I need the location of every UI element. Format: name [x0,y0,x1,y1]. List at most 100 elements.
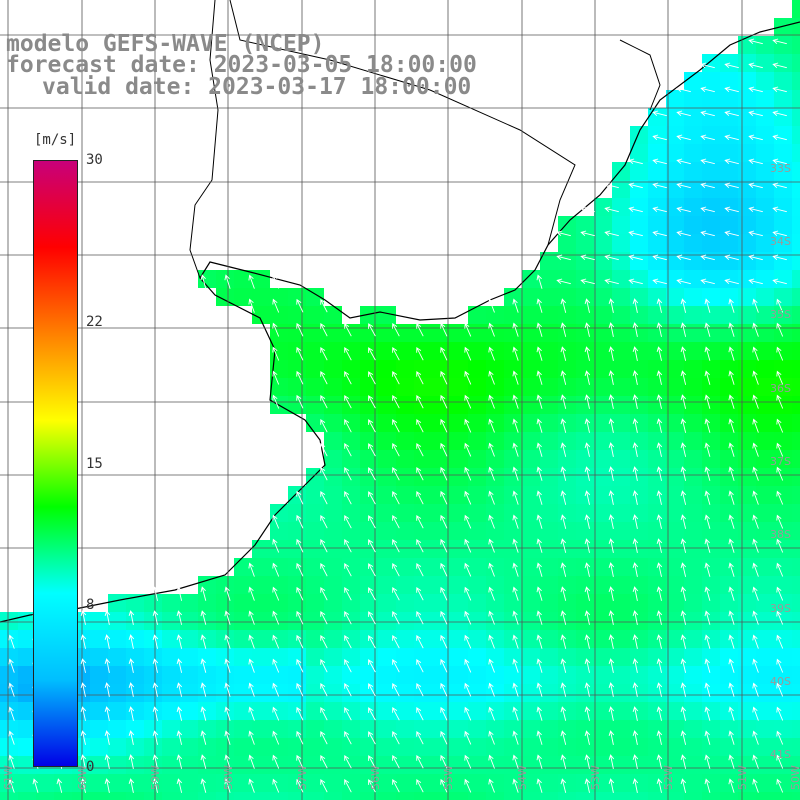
speed-cell [558,630,576,648]
speed-cell [144,612,162,630]
speed-cell [756,774,774,792]
wind-arrow [608,586,615,601]
speed-cell [540,594,558,612]
wind-arrow [772,110,787,117]
speed-cell [630,144,648,162]
wind-arrow [776,562,784,577]
speed-cell [720,216,738,234]
wind-arrow [584,730,591,745]
speed-cell [468,504,486,522]
wind-arrow [416,562,424,577]
wind-arrow [584,346,591,361]
wind-arrow [200,754,207,769]
speed-cell [612,792,630,800]
speed-cell [522,306,540,324]
wind-arrow [464,418,472,433]
speed-cell [594,432,612,450]
speed-cell [792,378,800,396]
wind-arrow [320,538,328,553]
speed-cell [504,684,522,702]
speed-cell [432,540,450,558]
wind-arrow [608,610,615,625]
wind-arrow [80,682,87,697]
speed-cell [306,720,324,738]
wind-arrow [560,586,567,601]
wind-arrow [320,346,328,361]
speed-cell [108,792,126,800]
wind-arrow [728,322,735,337]
speed-cell [342,666,360,684]
wind-arrow [680,466,687,481]
speed-cell [360,324,378,342]
wind-arrow [536,778,543,793]
speed-cell [558,756,576,774]
wind-arrow [652,254,667,261]
speed-cell [270,702,288,720]
wind-arrow [512,634,519,649]
wind-arrow [728,658,735,673]
wind-arrow [440,634,448,649]
wind-arrow [488,370,495,385]
wind-arrow [752,562,759,577]
speed-cell [450,342,468,360]
speed-cell [720,180,738,198]
wind-arrow [296,754,304,769]
speed-cell [396,792,414,800]
wind-arrow [80,634,87,649]
speed-cell [684,522,702,540]
speed-cell [108,684,126,702]
speed-cell [558,342,576,360]
speed-cell [270,792,288,800]
speed-cell [522,576,540,594]
wind-arrow [488,610,495,625]
speed-cell [468,684,486,702]
speed-cell [738,630,756,648]
wind-arrow [200,682,207,697]
speed-cell [594,396,612,414]
wind-arrow [200,274,207,289]
speed-cell [774,54,792,72]
speed-cell [396,774,414,792]
speed-cell [270,522,288,540]
speed-cell [144,594,162,612]
speed-cell [594,558,612,576]
speed-cell [324,684,342,702]
speed-cell [432,324,450,342]
speed-cell [738,504,756,522]
wind-arrow [584,538,591,553]
speed-cell [342,558,360,576]
speed-cell [216,288,234,306]
wind-arrow [632,610,639,625]
wind-arrow [728,562,735,577]
wind-arrow [584,466,591,481]
speed-cell [666,288,684,306]
wind-arrow [200,610,207,625]
speed-cell [450,414,468,432]
speed-cell [576,324,594,342]
speed-cell [288,396,306,414]
speed-cell [360,576,378,594]
wind-arrow [656,538,663,553]
speed-cell [774,126,792,144]
wind-arrow [128,634,135,649]
wind-arrow [652,230,667,237]
speed-cell [594,216,612,234]
wind-arrow [536,586,543,601]
wind-arrow [272,274,280,289]
wind-arrow [584,418,591,433]
speed-cell [594,540,612,558]
speed-cell [702,468,720,486]
speed-cell [162,756,180,774]
speed-cell [558,468,576,486]
speed-cell [540,504,558,522]
speed-cell [756,666,774,684]
speed-cell [522,558,540,576]
wind-arrow [728,778,735,793]
wind-arrow [440,706,448,721]
speed-cell [324,378,342,396]
speed-cell [738,396,756,414]
wind-arrow [536,514,543,529]
wind-arrow [152,610,159,625]
speed-cell [234,630,252,648]
speed-cell [144,648,162,666]
